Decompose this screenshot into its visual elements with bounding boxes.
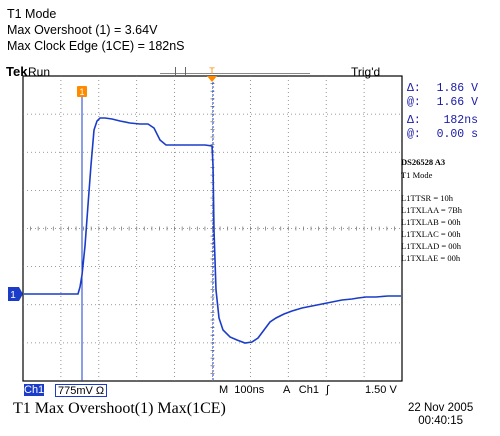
header-clock-edge: Max Clock Edge (1CE) = 182nS: [7, 39, 185, 53]
channel1-ground-marker: 1: [8, 287, 23, 301]
channel1-button[interactable]: Ch1: [24, 384, 45, 396]
trigger-marker-label: T: [209, 66, 215, 76]
caption-title: T1 Max Overshoot(1) Max(1CE): [13, 400, 226, 417]
record-bracket-right: [185, 67, 186, 75]
trigger-source[interactable]: A Ch1 ∫: [283, 384, 329, 396]
delta-t-label: Δ:: [407, 114, 421, 127]
trigger-slope-icon: ∫: [326, 384, 330, 396]
register-line: L1TXLAD = 00h: [401, 241, 462, 251]
record-position-bar: [160, 73, 310, 74]
cursor-marker: 1: [77, 86, 87, 97]
delta-v-value: 1.86 V: [436, 82, 478, 95]
register-line: L1TXLAC = 00h: [401, 229, 461, 239]
register-line: L1TXLAB = 00h: [401, 217, 461, 227]
header-mode: T1 Mode: [7, 7, 57, 21]
delta-t-value: 182ns: [443, 114, 478, 127]
date-value: 22 Nov 2005: [408, 402, 474, 414]
trigger-level[interactable]: 1.50 V: [365, 384, 397, 396]
delta-v-label: Δ:: [407, 82, 421, 95]
ch1-waveform-trace: [24, 117, 401, 344]
header-overshoot: Max Overshoot (1) = 3.64V: [7, 23, 158, 37]
register-line: L1TXLAA = 7Bh: [401, 205, 462, 215]
time-value: 00:40:15: [418, 415, 463, 427]
volts-per-div[interactable]: 775mV Ω: [55, 384, 108, 397]
record-bracket-left: [175, 67, 176, 75]
timestamp: 22 Nov 2005 00:40:15: [408, 402, 473, 428]
trigger-channel: Ch1: [298, 384, 319, 396]
device-label: DS26528 A3: [401, 157, 446, 167]
device-mode-label: T1 Mode: [401, 170, 433, 180]
register-line: L1TTSR = 10h: [401, 193, 454, 203]
graticule-grid: [23, 76, 402, 381]
channel1-marker-label: 1: [10, 290, 16, 301]
register-line: L1TXLAE = 00h: [401, 253, 461, 263]
trigger-source-label: A: [283, 384, 290, 396]
at-t-label: @:: [407, 128, 421, 141]
at-v-label: @:: [407, 96, 421, 109]
trigger-position-marker: T: [207, 66, 217, 82]
time-label: M: [219, 384, 229, 396]
at-v-value: 1.66 V: [436, 96, 478, 109]
brand-logo: Tek: [6, 64, 28, 79]
cursor-marker-label: 1: [79, 87, 84, 97]
time-per-div[interactable]: M 100ns: [219, 384, 264, 396]
at-t-value: 0.00 s: [436, 128, 478, 141]
time-per-div-value: 100ns: [234, 384, 265, 396]
